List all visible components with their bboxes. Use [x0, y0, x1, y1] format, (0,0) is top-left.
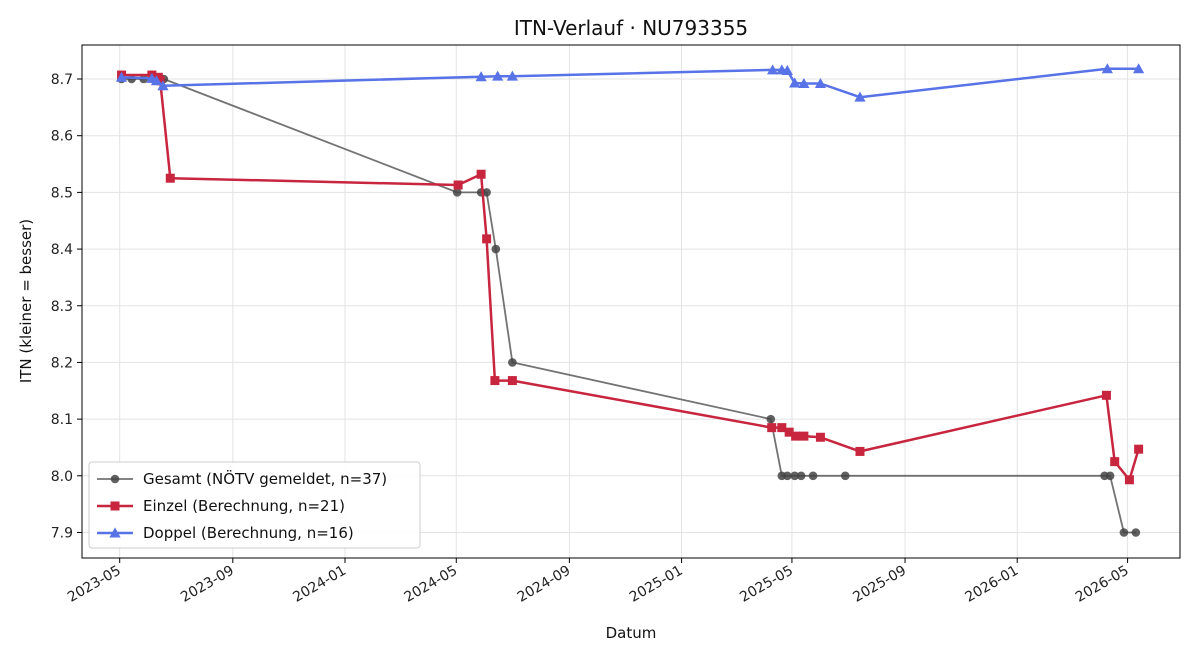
x-tick-label: 2024-01	[290, 563, 349, 606]
x-tick-label: 2026-05	[1073, 563, 1132, 606]
y-tick-label: 7.9	[51, 525, 73, 541]
data-point	[1105, 471, 1115, 481]
data-point	[150, 75, 163, 86]
legend-marker	[110, 501, 120, 511]
data-point	[808, 471, 818, 481]
data-point	[506, 70, 518, 81]
legend-label: Gesamt (NÖTV gemeldet, n=37)	[143, 469, 387, 488]
data-point	[790, 471, 799, 481]
data-point	[791, 431, 801, 441]
y-tick-label: 8.6	[51, 129, 73, 145]
x-tick-label: 2025-05	[737, 563, 796, 606]
data-point	[475, 71, 487, 82]
data-point	[799, 431, 809, 441]
x-tick-label: 2025-01	[627, 563, 686, 606]
x-axis-ticks: 2023-05 2023-09 2024-01 2024-05 2024-09 2025-…	[65, 558, 1132, 606]
data-point	[781, 64, 793, 75]
data-point	[854, 91, 866, 102]
data-point	[798, 77, 810, 89]
data-point	[491, 244, 501, 254]
data-point	[492, 70, 504, 81]
data-point	[165, 173, 175, 183]
y-tick-label: 8.3	[51, 299, 73, 315]
data-point	[783, 471, 792, 481]
data-point	[452, 188, 462, 197]
y-axis-ticks: 7.9 8.0 8.1 8.2 8.3 8.4 8.5 8.6 8.7	[51, 72, 82, 541]
legend-label: Doppel (Berechnung, n=16)	[143, 524, 354, 542]
legend-label: Einzel (Berechnung, n=21)	[143, 497, 345, 515]
y-tick-label: 8.0	[51, 469, 73, 485]
data-point	[476, 169, 486, 179]
x-tick-label: 2023-05	[65, 563, 124, 606]
data-point	[1101, 63, 1113, 74]
x-tick-label: 2024-09	[515, 563, 574, 606]
data-point	[777, 423, 787, 433]
x-tick-label: 2026-01	[963, 563, 1022, 606]
y-tick-label: 8.7	[51, 72, 73, 88]
data-point	[1110, 457, 1120, 467]
x-tick-label: 2024-05	[402, 563, 461, 606]
data-point	[490, 376, 500, 386]
x-tick-label: 2025-09	[850, 563, 909, 606]
data-point	[115, 71, 128, 82]
data-point	[767, 64, 779, 75]
data-point	[784, 427, 794, 437]
data-point	[453, 180, 463, 190]
data-point	[789, 77, 801, 88]
data-point	[1131, 528, 1141, 537]
data-point	[508, 358, 517, 367]
data-point	[155, 76, 165, 86]
data-point	[815, 432, 825, 442]
data-point	[1134, 444, 1144, 454]
x-axis-label: Datum	[606, 624, 657, 642]
data-point	[1119, 528, 1129, 537]
y-tick-label: 8.2	[51, 355, 73, 371]
data-point	[766, 414, 776, 424]
chart-title: ITN-Verlauf · NU793355	[514, 16, 748, 40]
data-point	[507, 376, 517, 386]
series-square-group	[117, 70, 1144, 485]
data-point	[482, 234, 492, 244]
series-layer	[115, 63, 1145, 537]
x-tick-label: 2023-09	[178, 563, 237, 606]
data-point	[1124, 475, 1134, 485]
legend: Gesamt (NÖTV gemeldet, n=37) Einzel (Bere…	[88, 461, 421, 549]
legend-marker	[109, 527, 121, 538]
data-point	[840, 471, 850, 481]
series-triangle-group	[115, 63, 1145, 102]
y-tick-label: 8.1	[51, 412, 73, 428]
y-tick-label: 8.4	[51, 242, 73, 258]
data-point	[1133, 63, 1145, 74]
legend-marker	[110, 474, 120, 484]
data-point	[767, 423, 777, 433]
data-point	[855, 446, 865, 456]
series-line	[121, 67, 1139, 99]
data-point	[796, 471, 806, 481]
legend-box	[88, 461, 421, 549]
y-tick-label: 8.5	[51, 185, 73, 201]
data-point	[482, 188, 491, 197]
data-point	[1101, 390, 1111, 400]
data-point	[814, 77, 827, 89]
data-point	[157, 80, 169, 91]
plot-frame	[81, 44, 1181, 559]
y-axis-label: ITN (kleiner = besser)	[17, 219, 35, 383]
